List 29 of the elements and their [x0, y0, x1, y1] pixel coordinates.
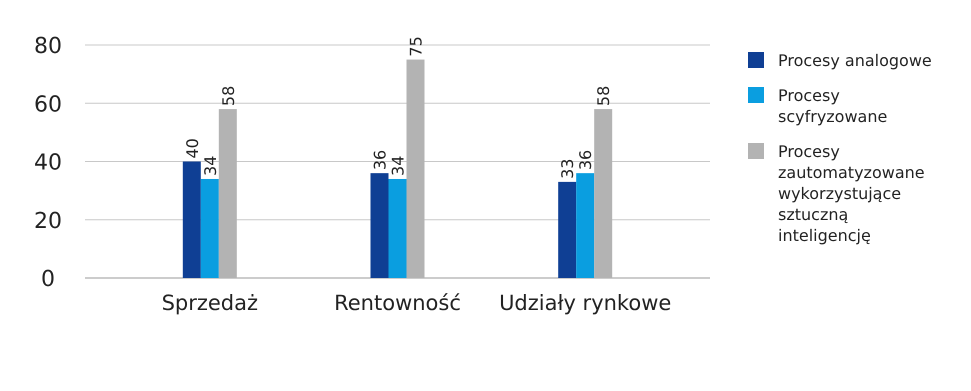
legend-label: Procesy scyfryzowane	[778, 86, 888, 126]
y-tick-label: 0	[41, 267, 55, 292]
bar	[406, 60, 424, 278]
bar	[182, 162, 201, 278]
bar	[576, 173, 594, 278]
data-label: 36	[370, 150, 390, 170]
x-tick-label: Rentowność	[334, 291, 461, 315]
data-label: 34	[388, 156, 408, 176]
data-label: 58	[594, 86, 614, 106]
legend-label: Procesy analogowe	[778, 51, 932, 70]
x-tick-label: Sprzedaż	[162, 291, 258, 315]
y-tick-label: 20	[34, 208, 62, 234]
data-label: 58	[218, 86, 238, 106]
data-label: 34	[200, 156, 220, 176]
data-label: 75	[406, 36, 426, 57]
data-label: 40	[182, 138, 202, 158]
y-tick-label: 60	[34, 92, 62, 118]
data-label: 33	[558, 158, 578, 179]
data-label: 36	[576, 150, 596, 170]
legend-label: Procesy zautomatyzowane wykorzystujące sztuczną inteligencję	[778, 142, 925, 245]
y-tick-label: 40	[34, 150, 62, 176]
bar	[558, 182, 576, 278]
bar	[370, 173, 388, 278]
y-tick-label: 80	[34, 34, 62, 59]
bar	[200, 178, 219, 278]
bar	[388, 178, 406, 278]
bar	[594, 109, 612, 278]
bar	[218, 109, 237, 278]
x-tick-label: Udziały rynkowe	[499, 291, 672, 315]
